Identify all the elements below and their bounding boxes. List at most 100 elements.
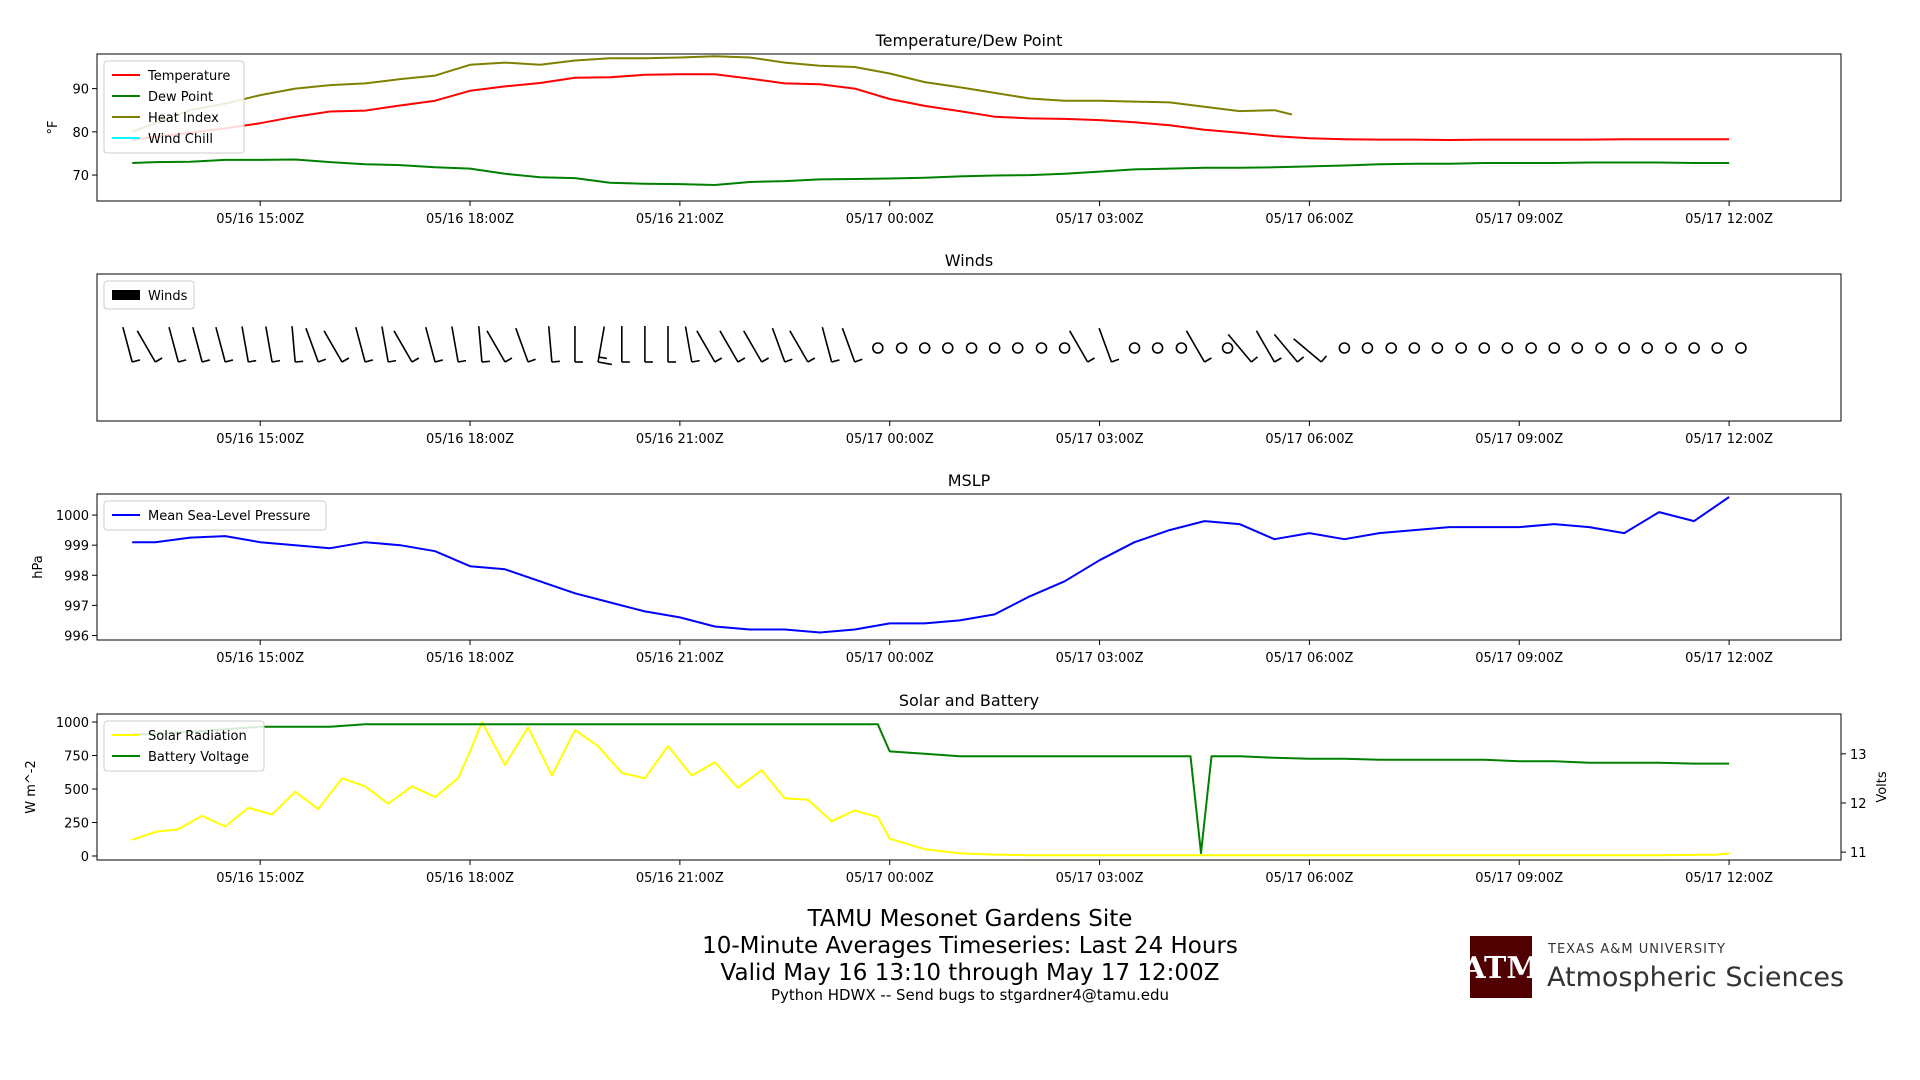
wind-barb [644,326,653,363]
panel-title: MSLP [948,471,991,490]
wind-barb [1255,330,1282,363]
x-tick-label: 05/17 12:00Z [1685,432,1773,447]
x-tick-label: 05/17 00:00Z [846,871,934,886]
wind-barb-calm [1501,342,1514,354]
wind-barb-calm [1035,342,1048,354]
wind-barb-calm [1338,342,1351,354]
panel-title: Solar and Battery [899,691,1039,710]
y-tick-label: 998 [64,569,89,584]
legend-label: Temperature [147,69,230,84]
wind-barb-calm [1175,342,1188,354]
legend-box [103,720,265,772]
x-tick-label: 05/16 21:00Z [636,871,724,886]
tamu-logo-mark-icon: ATM [1470,936,1532,998]
y-tick-label: 997 [64,599,89,614]
wind-barb-calm [1011,342,1024,354]
tamu-logo-mark-text: ATM [1470,951,1532,986]
wind-barb-calm [1478,342,1491,354]
wind-barb [667,326,676,363]
panel-frame [96,713,1842,861]
x-tick-label: 05/16 21:00Z [636,212,724,227]
x-tick-label: 05/17 00:00Z [846,432,934,447]
wind-barb [241,326,257,363]
x-tick-label: 05/17 12:00Z [1685,212,1773,227]
legend: Mean Sea-Level Pressure [103,500,327,531]
series-line-3 [131,55,1293,133]
y-axis-label: °F [46,121,61,135]
tamu-atmos-logo: ATM TEXAS A&M UNIVERSITY Atmospheric Sci… [1470,936,1850,1004]
x-tick-label: 05/17 03:00Z [1056,871,1144,886]
wind-barb-calm [1571,342,1584,354]
legend: Temperature Dew Point Heat Index Wind Chill [103,60,245,154]
wind-barb-calm [1408,342,1421,354]
wind-barb-calm [1711,342,1723,354]
x-tick-label: 05/16 15:00Z [216,651,304,666]
wind-barb-calm [988,342,1001,354]
wind-barb-calm [1665,342,1677,354]
wind-barb-calm [918,342,931,354]
logo-university-name: TEXAS A&M UNIVERSITY [1548,942,1726,957]
wind-barb [1293,338,1328,363]
y-right-tick-label: 11 [1850,846,1867,861]
legend-label: Dew Point [148,90,213,105]
panel-frame [96,493,1842,641]
y-right-tick-label: 12 [1850,797,1867,812]
y-tick-label: 999 [64,539,89,554]
panel-frame [96,53,1842,202]
x-tick-label: 05/17 03:00Z [1056,432,1144,447]
x-tick-label: 05/17 00:00Z [846,651,934,666]
wind-barb [381,326,397,363]
y-right-tick-label: 13 [1850,748,1867,763]
x-tick-label: 05/17 06:00Z [1265,432,1353,447]
panel-frame [96,273,1842,422]
y-axis-label: hPa [31,555,46,578]
wind-barb-calm [1735,342,1747,354]
wind-barb [1185,330,1212,363]
wind-barb-calm [1641,342,1654,354]
x-tick-label: 05/16 18:00Z [426,651,514,666]
wind-barb-calm [1221,342,1234,354]
legend-box [103,280,195,310]
panel-1: Temperature/Dew Point 05/16 15:00Z 05/16 1… [46,31,1842,227]
legend-swatch [112,290,140,300]
y-tick-label: 90 [72,83,89,98]
wind-barb-calm [1525,342,1537,354]
wind-barb [1098,327,1120,363]
y-right-axis-label: Volts [1875,771,1890,803]
series-line-1 [131,721,1730,857]
x-tick-label: 05/17 00:00Z [846,212,934,227]
legend-label: Winds [148,289,188,304]
wind-barb-calm [1595,342,1607,354]
figure-subtitle: 10-Minute Averages Timeseries: Last 24 H… [702,933,1238,959]
y-tick-label: 996 [64,629,89,644]
x-tick-label: 05/17 12:00Z [1685,651,1773,666]
series-line-2 [132,158,1730,186]
wind-barb [215,327,234,363]
wind-barb [265,326,281,363]
wind-barb-calm [1151,342,1164,354]
wind-barb [684,326,700,363]
legend-label: Heat Index [148,111,219,126]
x-tick-label: 05/16 21:00Z [636,651,724,666]
x-tick-label: 05/16 21:00Z [636,432,724,447]
wind-barb [136,330,163,363]
series-line-2 [132,723,1730,855]
wind-barb-calm [1688,342,1700,354]
x-tick-label: 05/16 15:00Z [216,871,304,886]
wind-barb [192,327,211,363]
figure-credit: Python HDWX -- Send bugs to stgardner4@t… [770,986,1170,1004]
wind-barb [477,326,490,363]
y-tick-label: 0 [81,850,89,865]
y-tick-label: 750 [64,750,89,765]
wind-barb-calm [1618,342,1630,354]
wind-barb-calm [1455,342,1467,354]
series-line-1 [132,73,1730,141]
logo-department-name: Atmospheric Sciences [1547,962,1845,993]
wind-barb [547,326,560,363]
panel-title: Temperature/Dew Point [875,31,1063,50]
wind-barb [451,326,467,363]
wind-barb [841,327,863,363]
series-line-1 [132,496,1730,634]
x-tick-label: 05/17 06:00Z [1265,871,1353,886]
wind-barb [486,330,513,363]
